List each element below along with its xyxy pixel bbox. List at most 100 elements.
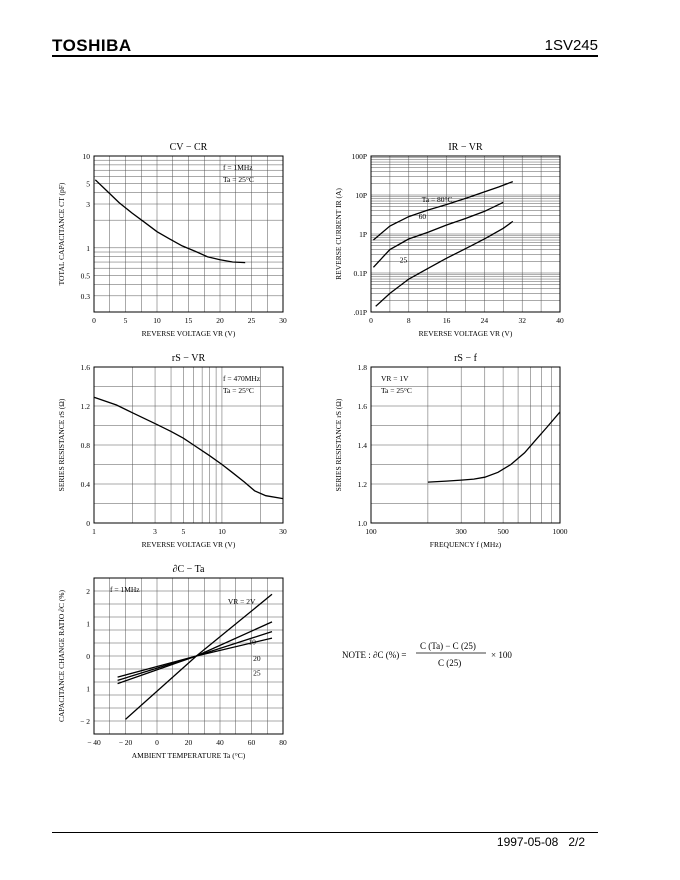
y-tick-label: 0.4 [81, 480, 91, 489]
footer-rule [52, 832, 598, 833]
x-tick-label: 300 [456, 527, 468, 536]
y-axis-label: SERIES RESISTANCE rS (Ω) [57, 398, 66, 491]
y-tick-label: 1.4 [358, 441, 368, 450]
x-tick-label: 0 [369, 316, 373, 325]
series-label: VR = 2V [228, 597, 256, 606]
y-tick-label: 10P [355, 191, 367, 200]
x-tick-label: 20 [216, 316, 224, 325]
part-number: 1SV245 [544, 37, 598, 54]
plot-frame [93, 155, 284, 313]
x-tick-label: 40 [556, 316, 564, 325]
y-tick-label: 100P [352, 152, 367, 161]
x-axis-label: REVERSE VOLTAGE VR (V) [142, 540, 236, 549]
series-line [372, 180, 514, 241]
y-tick-label: .01P [353, 308, 367, 317]
y-tick-label: 1.8 [358, 363, 368, 372]
x-tick-label: − 20 [119, 738, 133, 747]
series-line [372, 201, 504, 268]
series-label: 25 [400, 256, 408, 265]
series-line [125, 593, 273, 720]
x-tick-label: 100 [365, 527, 377, 536]
y-tick-label: 1 [86, 620, 90, 629]
condition-label: f = 1MHz [110, 585, 140, 594]
x-tick-label: 15 [185, 316, 193, 325]
header-rule [52, 55, 598, 57]
x-axis-label: FREQUENCY f (MHz) [430, 540, 502, 549]
x-tick-label: 24 [481, 316, 489, 325]
brand-logo: TOSHIBA [52, 36, 132, 55]
condition-label: f = 1MHz [223, 163, 253, 172]
y-tick-label: 5 [86, 180, 90, 189]
x-tick-label: 60 [248, 738, 256, 747]
condition-label: Ta = 25°C [381, 386, 412, 395]
footer-page: 2/2 [568, 835, 585, 849]
y-tick-label: 1 [86, 685, 90, 694]
series-line [117, 621, 273, 685]
footer-date-page: 1997-05-08 2/2 [497, 835, 585, 849]
condition-label: Ta = 25°C [223, 175, 254, 184]
chart-title: ∂C − Ta [173, 564, 205, 575]
y-tick-label: 0 [86, 519, 90, 528]
chart-title: CV − CR [170, 142, 208, 153]
condition-label: f = 470MHz [223, 374, 261, 383]
chart-rs_vr: rS − VR 1 3 5 10 30 1.6 1.2 0.8 0.4 0 REVERSE VOLTA… [57, 353, 287, 549]
series-line [117, 637, 273, 678]
x-tick-label: 1 [92, 527, 96, 536]
x-tick-label: 16 [443, 316, 451, 325]
x-tick-label: 25 [248, 316, 256, 325]
note-suffix: × 100 [491, 650, 512, 660]
x-tick-label: 1000 [553, 527, 568, 536]
y-tick-label: 0.3 [81, 292, 91, 301]
note-denominator: C (25) [438, 658, 461, 668]
y-axis-label: CAPACITANCE CHANGE RATIO ∂C (%) [57, 590, 66, 722]
x-tick-label: 40 [216, 738, 224, 747]
series-label: 20 [253, 654, 261, 663]
series-label: Ta = 80°C [422, 195, 453, 204]
condition-label: VR = 1V [381, 374, 409, 383]
x-tick-label: 5 [124, 316, 128, 325]
series-label: 25 [253, 669, 261, 678]
plot-frame [93, 366, 284, 524]
x-axis-label: REVERSE VOLTAGE VR (V) [142, 329, 236, 338]
x-tick-label: 0 [155, 738, 159, 747]
x-tick-label: 0 [92, 316, 96, 325]
note-prefix: NOTE : ∂C (%) = [342, 650, 407, 660]
series-label: 60 [419, 212, 427, 221]
note-numerator: C (Ta) − C (25) [420, 641, 476, 651]
x-tick-label: 30 [279, 316, 287, 325]
y-tick-label: 1.0 [358, 519, 368, 528]
y-tick-label: 1P [359, 230, 367, 239]
x-tick-label: − 40 [87, 738, 101, 747]
footer-date: 1997-05-08 [496, 835, 559, 849]
plot-frame [370, 155, 561, 313]
x-tick-label: 10 [218, 527, 226, 536]
x-tick-label: 5 [182, 527, 186, 536]
x-tick-label: 80 [279, 738, 287, 747]
y-tick-label: 3 [86, 200, 90, 209]
x-tick-label: 20 [185, 738, 193, 747]
x-tick-label: 32 [518, 316, 526, 325]
chart-title: rS − f [454, 353, 478, 364]
chart-ir_vr: IR − VR 0 8 16 24 32 40 100P 10P 1P 0.1P .01P REVERS… [334, 142, 564, 338]
x-axis-label: AMBIENT TEMPERATURE Ta (°C) [132, 751, 246, 760]
chart-cv_vr: CV − CR 0 5 10 15 20 25 30 10 5 3 1 0.5 0.3 REVERSE VO… [57, 142, 287, 338]
x-tick-label: 30 [279, 527, 287, 536]
chart-title: IR − VR [448, 142, 483, 153]
y-tick-label: 1.2 [358, 480, 368, 489]
series-line [375, 220, 514, 307]
y-tick-label: 0.5 [81, 271, 91, 280]
x-tick-label: 500 [497, 527, 509, 536]
y-tick-label: 0.8 [81, 441, 91, 450]
plot-frame [93, 577, 284, 735]
y-axis-label: SERIES RESISTANCE rS (Ω) [334, 398, 343, 491]
condition-label: Ta = 25°C [223, 386, 254, 395]
series-line [93, 396, 284, 500]
y-tick-label: 2 [86, 587, 90, 596]
series-line [427, 411, 561, 483]
y-tick-label: 10 [83, 152, 91, 161]
chart-title: rS − VR [172, 353, 206, 364]
y-tick-label: 1.2 [81, 402, 91, 411]
y-axis-label: TOTAL CAPACITANCE CT (pF) [57, 182, 66, 285]
y-tick-label: 1.6 [81, 363, 91, 372]
